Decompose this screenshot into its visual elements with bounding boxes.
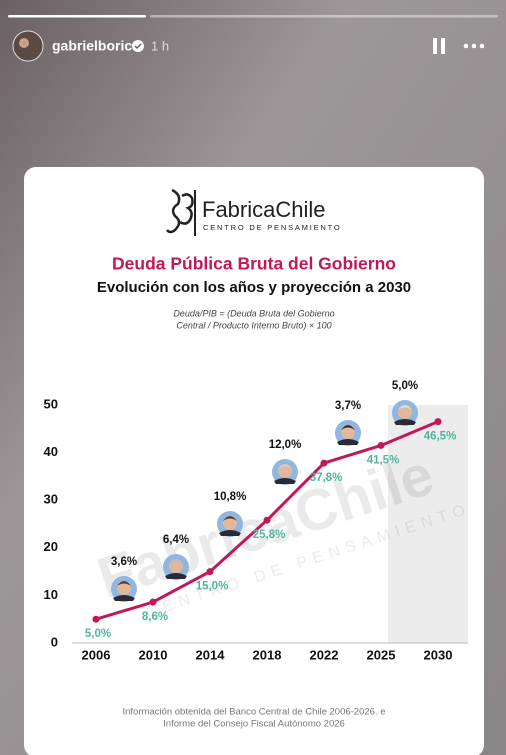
card	[24, 167, 484, 755]
portrait-hair	[223, 516, 237, 521]
portrait-suit	[165, 573, 187, 579]
portrait-suit	[113, 595, 135, 601]
x-tick-label: 2010	[139, 647, 168, 662]
annotation: 6,4%	[163, 534, 189, 546]
logo-divider	[194, 190, 196, 236]
portrait-face	[169, 559, 183, 573]
x-tick-label: 2018	[253, 647, 282, 662]
data-point	[206, 568, 214, 576]
annotation: 5,0%	[392, 380, 418, 392]
logo-icon	[166, 188, 196, 236]
data-point	[263, 516, 271, 524]
portrait-face	[117, 581, 131, 595]
username[interactable]: gabrielboric	[52, 38, 132, 54]
source-line: Informe del Consejo Fiscal Autónomo 2026	[163, 719, 345, 730]
portrait-suit	[274, 478, 296, 484]
post-time: 1 h	[151, 38, 169, 53]
value-label: 41,5%	[367, 454, 400, 466]
value-label: 37,8%	[310, 472, 343, 484]
annotation: 10,8%	[214, 491, 247, 503]
data-point	[149, 598, 157, 606]
portrait-suit	[219, 530, 241, 536]
value-label: 8,6%	[142, 611, 168, 623]
avatar-face	[19, 38, 29, 48]
data-point	[434, 418, 442, 426]
formula-line: Central / Producto Interno Bruto) × 100	[176, 320, 331, 330]
x-tick-label: 2014	[196, 647, 226, 662]
annotation: 3,6%	[111, 556, 137, 568]
formula-line: Deuda/PIB = (Deuda Bruta del Gobierno	[173, 308, 334, 318]
chart-subtitle: Evolución con los años y proyección a 20…	[97, 279, 411, 296]
y-tick-label: 40	[44, 444, 58, 459]
data-point	[377, 441, 385, 449]
logo-mark	[166, 188, 194, 234]
pause-icon[interactable]	[433, 38, 437, 54]
portrait-suit	[394, 419, 416, 425]
brand-name: FabricaChile	[202, 197, 326, 222]
x-tick-label: 2006	[82, 647, 111, 662]
annotation: 12,0%	[269, 439, 302, 451]
projection-area	[388, 405, 468, 643]
portrait-face	[398, 405, 412, 419]
verified-check	[134, 43, 142, 50]
y-tick-label: 10	[44, 587, 58, 602]
x-tick-label: 2022	[310, 647, 339, 662]
value-label: 25,8%	[253, 529, 286, 541]
progress-done	[8, 15, 146, 18]
portrait-hair	[278, 464, 292, 469]
source-line: Información obtenida del Banco Central d…	[122, 707, 385, 718]
portrait-hair	[117, 581, 131, 586]
brand-tagline: CENTRO DE PENSAMIENTO	[203, 223, 342, 232]
portrait-suit	[337, 439, 359, 445]
more-icon-dot	[471, 43, 477, 49]
portrait-hair	[341, 425, 355, 430]
x-tick-label: 2025	[367, 647, 396, 662]
chart-title: Deuda Pública Bruta del Gobierno	[112, 254, 396, 274]
value-label: 5,0%	[85, 628, 111, 640]
portrait-face	[278, 464, 292, 478]
y-tick-label: 20	[44, 539, 58, 554]
data-point	[92, 615, 100, 623]
portrait-hair	[169, 559, 183, 564]
more-icon[interactable]	[463, 43, 469, 49]
y-tick-label: 0	[51, 634, 58, 649]
x-tick-label: 2030	[424, 647, 453, 662]
progress-remaining	[150, 15, 498, 18]
value-label: 46,5%	[424, 431, 457, 443]
portrait-hair	[398, 405, 412, 410]
annotation: 3,7%	[335, 400, 361, 412]
portrait-face	[223, 516, 237, 530]
value-label: 15,0%	[196, 581, 229, 593]
y-tick-label: 30	[44, 492, 58, 507]
portrait-face	[341, 425, 355, 439]
pause-icon-bar	[441, 38, 445, 54]
more-icon-dot	[479, 43, 485, 49]
data-point	[320, 459, 328, 467]
y-tick-label: 50	[44, 396, 58, 411]
